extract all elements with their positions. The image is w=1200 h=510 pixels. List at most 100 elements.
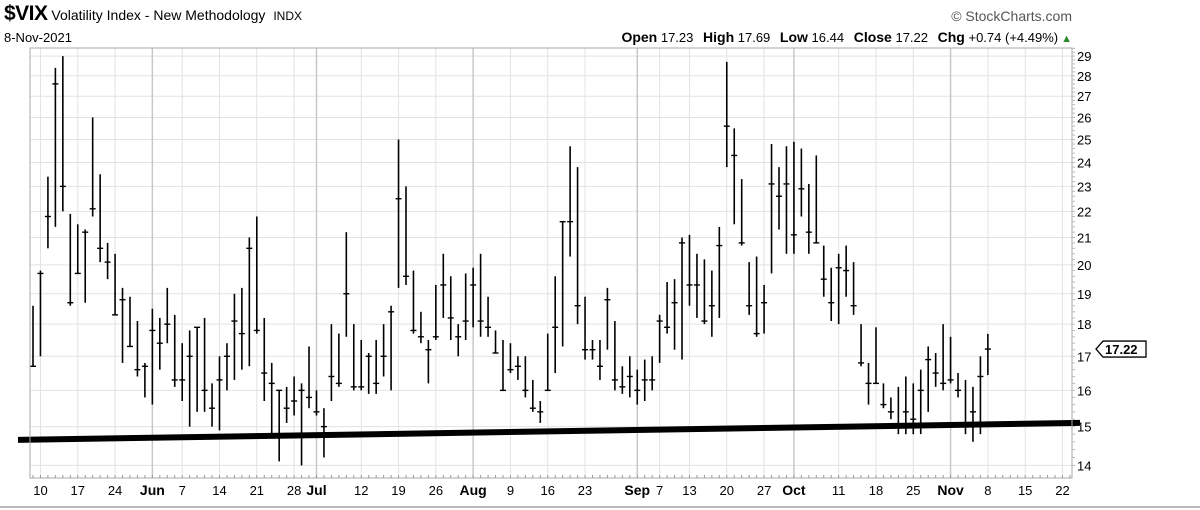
ohlc-bar xyxy=(268,362,275,435)
ohlc-bar xyxy=(977,356,984,435)
ohlc-bar xyxy=(119,287,126,363)
ohlc-bar xyxy=(209,383,216,427)
ohlc-bar xyxy=(216,356,223,431)
ohlc-bar xyxy=(104,242,111,280)
ohlc-bar xyxy=(365,352,372,394)
y-tick-label: 26 xyxy=(1077,110,1091,125)
ohlc-bar xyxy=(843,245,850,297)
ohlc-bar xyxy=(962,379,969,435)
ohlc-bar xyxy=(559,220,566,347)
ohlc-bars xyxy=(30,56,991,466)
ohlc-bar xyxy=(768,144,775,274)
ohlc-bar xyxy=(880,383,887,409)
ohlc-bar xyxy=(790,141,797,254)
ohlc-bar xyxy=(582,296,589,360)
ohlc-bar xyxy=(328,324,335,401)
ohlc-bar xyxy=(619,366,626,394)
ohlc-bar xyxy=(373,339,380,394)
ohlc-bar xyxy=(552,276,559,374)
last-price-tag: 17.22 xyxy=(1095,340,1147,358)
ohlc-bar xyxy=(201,317,208,412)
trendline-layer xyxy=(17,419,1081,443)
ohlc-bar xyxy=(671,279,678,350)
ohlc-bar xyxy=(425,339,432,384)
ohlc-bar xyxy=(276,389,283,462)
high-value: 17.69 xyxy=(737,30,771,45)
ohlc-bar xyxy=(514,356,521,380)
triangle-up-icon: ▲ xyxy=(1061,33,1072,45)
ohlc-bar xyxy=(955,373,962,398)
close-label: Close xyxy=(853,29,892,45)
ohlc-bar xyxy=(753,256,760,337)
ohlc-bar xyxy=(940,324,947,391)
y-tick-label: 25 xyxy=(1077,133,1091,148)
ticker-symbol: $VIX xyxy=(4,2,48,25)
x-tick-label: 13 xyxy=(682,483,696,498)
ohlc-bar xyxy=(686,234,693,306)
ohlc-bar xyxy=(596,339,603,380)
x-tick-label: 26 xyxy=(429,483,443,498)
x-tick-label: 7 xyxy=(656,483,663,498)
x-tick-label: Nov xyxy=(937,482,964,498)
ohlc-bar xyxy=(626,356,633,398)
x-tick-label: 10 xyxy=(33,483,47,498)
ohlc-bar xyxy=(716,226,723,318)
y-tick-label: 15 xyxy=(1077,420,1091,435)
x-tick-label: Sep xyxy=(624,482,650,498)
x-tick-label: 20 xyxy=(720,483,734,498)
ohlc-bar xyxy=(522,356,529,398)
ohlc-bar xyxy=(492,330,499,354)
ohlc-bar xyxy=(805,183,812,254)
ohlc-bar xyxy=(440,253,447,318)
grid xyxy=(30,48,1072,478)
ohlc-bar xyxy=(902,376,909,435)
ohlc-bar xyxy=(388,305,395,391)
x-tick-label: 16 xyxy=(541,483,555,498)
ohlc-bar xyxy=(589,339,596,360)
ohlc-bar xyxy=(350,324,357,391)
y-tick-label: 17 xyxy=(1077,349,1091,364)
ohlc-bar xyxy=(776,167,782,230)
ohlc-bar xyxy=(738,179,745,246)
ohlc-bar xyxy=(887,397,894,420)
ohlc-bar xyxy=(298,383,305,466)
change-value: +0.74 (+4.49%) xyxy=(968,30,1059,45)
ohlc-bar xyxy=(947,336,954,384)
x-tick-label: 25 xyxy=(906,483,920,498)
ohlc-bar xyxy=(910,383,917,435)
ohlc-bar xyxy=(82,229,89,303)
ohlc-bar xyxy=(895,386,902,435)
ohlc-bar xyxy=(320,408,327,458)
ohlc-bar xyxy=(179,343,186,401)
trendline xyxy=(17,419,1081,443)
ohlc-bar xyxy=(291,376,298,416)
y-tick-label: 19 xyxy=(1077,287,1091,302)
ohlc-bar xyxy=(238,287,245,370)
x-tick-label: Jun xyxy=(140,482,165,498)
ohlc-bar xyxy=(194,326,201,412)
ohlc-bar xyxy=(261,317,268,401)
ohlc-bar xyxy=(529,379,536,412)
y-tick-label: 16 xyxy=(1077,383,1091,398)
ohlc-bar xyxy=(798,148,805,217)
ohlc-bar xyxy=(417,311,424,344)
change-label: Chg xyxy=(937,29,965,45)
ohlc-bar xyxy=(380,324,387,377)
ohlc-bar xyxy=(858,324,865,367)
ohlc-bar xyxy=(97,174,104,263)
ohlc-bar xyxy=(746,262,753,315)
ohlc-bar xyxy=(537,400,544,423)
x-tick-label: Jul xyxy=(306,482,326,498)
ohlc-bar xyxy=(246,237,253,367)
ohlc-bar xyxy=(358,339,365,391)
x-tick-label: 15 xyxy=(1018,483,1032,498)
ohlc-bar xyxy=(708,270,715,337)
x-tick-label: 21 xyxy=(250,483,264,498)
ohlc-bar xyxy=(306,346,313,409)
ohlc-bar xyxy=(89,117,96,217)
ohlc-bar xyxy=(656,314,663,363)
ohlc-bar xyxy=(156,317,163,370)
y-axis: 14 15 16 17 18 19 20 21 22 23 24 25 26 27 28 29 xyxy=(1072,47,1091,473)
y-tick-label: 24 xyxy=(1077,155,1091,170)
x-tick-label: 11 xyxy=(832,483,846,498)
